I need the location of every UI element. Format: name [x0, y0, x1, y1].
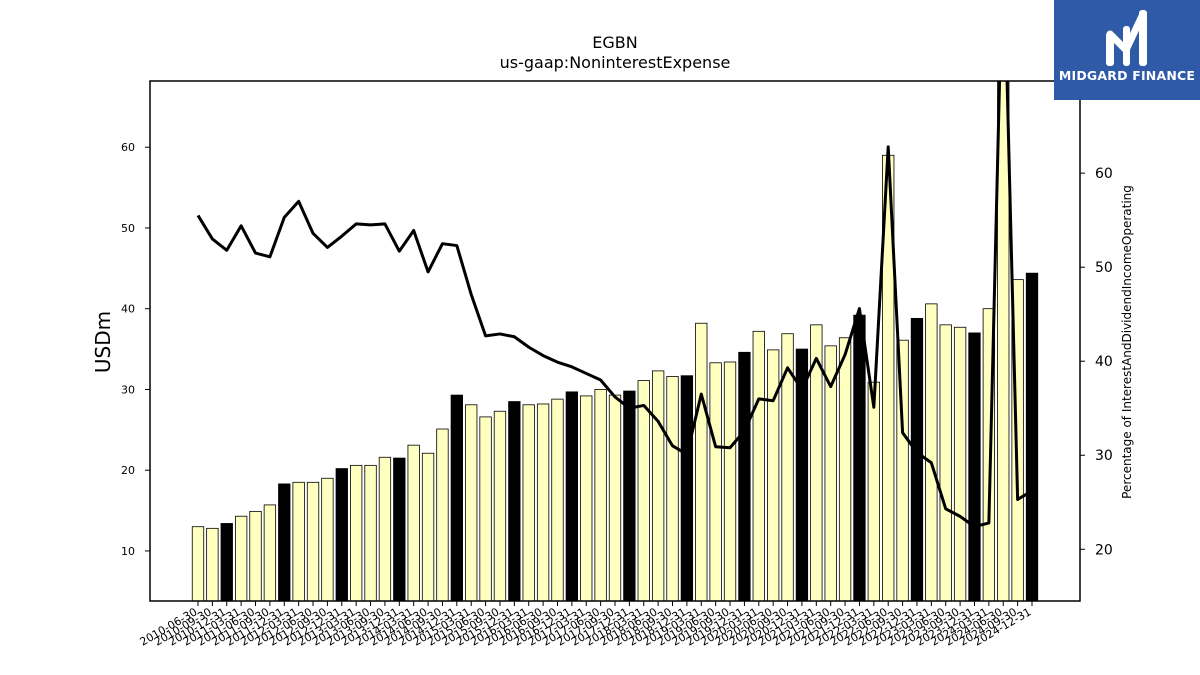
- right-tick-label: 20: [1095, 542, 1113, 558]
- bar: [206, 527, 219, 601]
- bar: [968, 332, 981, 601]
- bar: [436, 428, 449, 601]
- bar: [191, 526, 205, 601]
- line-series: [196, 81, 1033, 529]
- bar: [350, 464, 363, 601]
- bar: [709, 362, 722, 601]
- bar: [249, 510, 262, 601]
- bar: [393, 457, 406, 601]
- logo-text: MIDGARD FINANCE: [1058, 68, 1196, 83]
- bar: [939, 324, 952, 601]
- chart-subtitle: us-gaap:NoninterestExpense: [500, 53, 731, 72]
- left-tick-label: 30: [121, 383, 135, 396]
- bar: [795, 348, 809, 601]
- bar: [925, 303, 938, 601]
- bar: [508, 401, 521, 601]
- bar: [695, 322, 708, 601]
- bar: [421, 452, 435, 601]
- bar: [838, 337, 852, 601]
- bar: [493, 410, 507, 601]
- bar: [953, 326, 967, 601]
- bar: [853, 314, 866, 601]
- bar: [608, 394, 622, 601]
- bar: [623, 390, 636, 601]
- bar: [263, 504, 277, 601]
- bar: [781, 333, 794, 601]
- right-tick-label: 60: [1095, 166, 1113, 182]
- x-axis: 2010-06-302010-09-302010-12-312011-03-31…: [138, 601, 1034, 649]
- bar: [997, 81, 1010, 601]
- right-tick-label: 50: [1095, 260, 1113, 276]
- bar: [824, 345, 837, 601]
- bar: [982, 308, 996, 601]
- bar: [738, 351, 751, 601]
- bar: [407, 444, 420, 601]
- right-tick-label: 40: [1095, 354, 1113, 370]
- bar: [321, 477, 334, 601]
- bar: [335, 468, 348, 601]
- bar: [450, 394, 463, 601]
- bar: [378, 456, 392, 601]
- bar: [1025, 272, 1039, 601]
- bar: [810, 324, 823, 601]
- left-tick-label: 40: [121, 303, 135, 316]
- bar: [867, 381, 880, 601]
- y2-axis-label: Percentage of InterestAndDividendIncomeO…: [1120, 185, 1134, 499]
- chart-title: EGBN: [592, 33, 637, 52]
- bar: [666, 376, 679, 601]
- bar: [292, 481, 305, 601]
- bar: [522, 404, 535, 601]
- bar: [896, 339, 909, 601]
- bar: [306, 481, 320, 601]
- left-tick-label: 50: [121, 222, 135, 235]
- y-axis-label: USDm: [91, 311, 115, 373]
- left-tick-label: 10: [121, 545, 135, 558]
- left-axis: 10 20 30 40 50 60: [121, 141, 150, 558]
- bar: [465, 404, 478, 601]
- bar: [220, 523, 233, 601]
- bar: [364, 464, 377, 601]
- bar: [752, 330, 765, 601]
- bar: [767, 349, 780, 601]
- bar: [637, 380, 650, 601]
- midgard-finance-logo: MIDGARD FINANCE: [1054, 0, 1200, 100]
- bar: [551, 398, 564, 601]
- bar: [234, 515, 248, 601]
- bar: [580, 395, 593, 601]
- bar: [536, 403, 550, 601]
- logo-mark-icon: [1106, 10, 1147, 66]
- bar: [723, 361, 737, 601]
- bar: [479, 416, 492, 601]
- left-tick-label: 20: [121, 464, 135, 477]
- right-tick-label: 30: [1095, 448, 1113, 464]
- bar: [910, 317, 924, 601]
- bar-series: [191, 81, 1039, 601]
- left-tick-label: 60: [121, 141, 135, 154]
- bar: [680, 375, 694, 601]
- bar: [651, 370, 665, 601]
- bar: [565, 391, 579, 601]
- bar: [594, 389, 607, 601]
- bar: [278, 483, 291, 601]
- line-percentage: [196, 81, 1033, 529]
- right-axis: 20 30 40 50 60: [1080, 166, 1113, 558]
